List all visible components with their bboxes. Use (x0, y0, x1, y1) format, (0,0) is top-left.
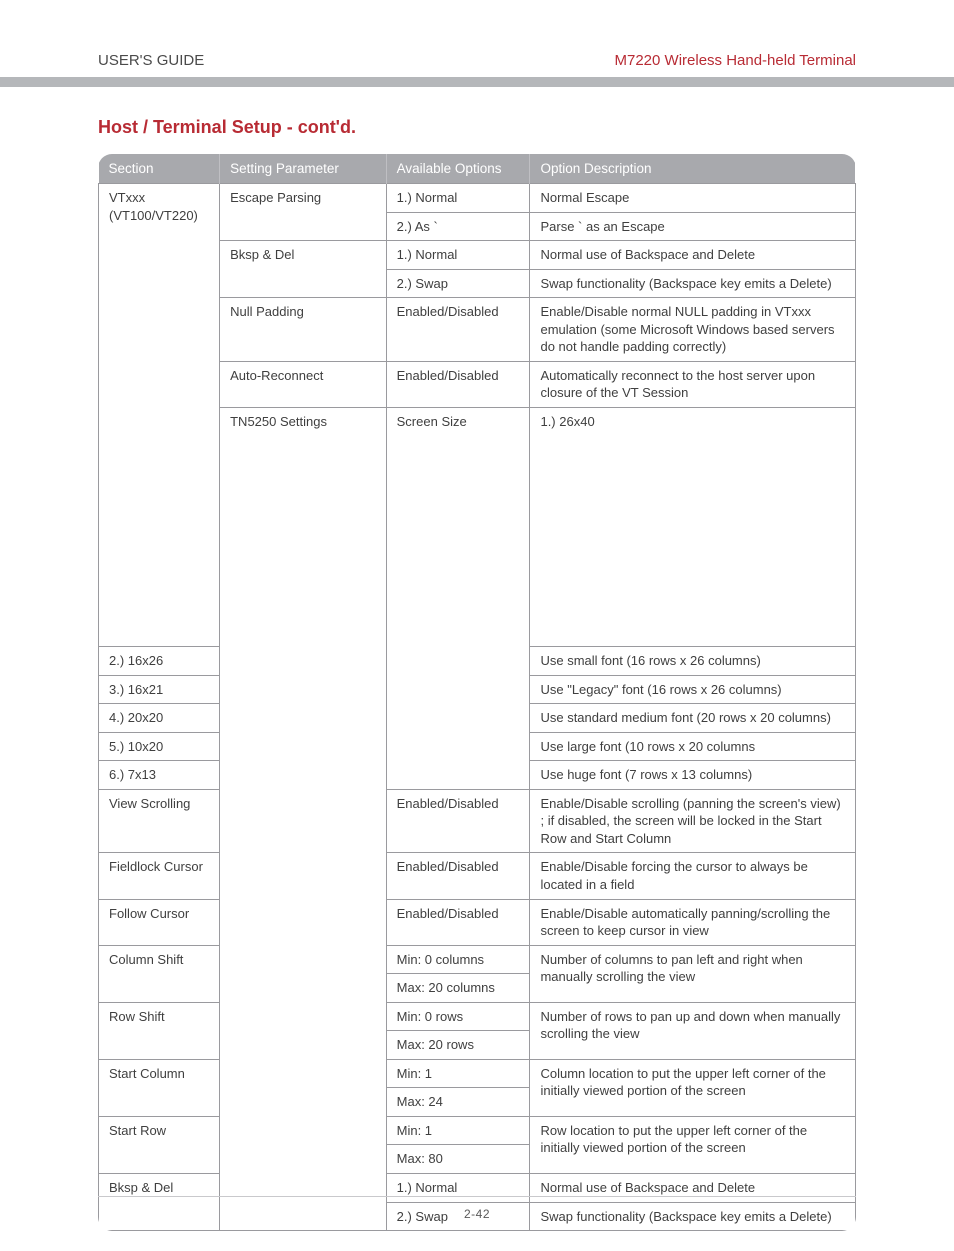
cell-parameter: Auto-Reconnect (220, 361, 387, 407)
cell-option: 1.) Normal (386, 184, 530, 213)
cell-option: 2.) Swap (386, 269, 530, 298)
page-number: 2-42 (0, 1207, 954, 1221)
cell-option: Max: 24 (386, 1088, 530, 1117)
cell-option: 3.) 16x21 (99, 675, 220, 704)
table-row: Column ShiftMin: 0 columnsNumber of colu… (99, 945, 856, 974)
header-band (0, 77, 954, 87)
cell-description: Use large font (10 rows x 20 columns (530, 732, 856, 761)
cell-parameter: Start Column (99, 1059, 220, 1116)
cell-parameter: View Scrolling (99, 789, 220, 853)
settings-table-wrap: Section Setting Parameter Available Opti… (0, 144, 954, 1251)
cell-parameter: Bksp & Del (99, 1173, 220, 1230)
cell-parameter: Null Padding (220, 298, 387, 362)
cell-option: 1.) Normal (386, 1173, 530, 1202)
table-body: VTxxx (VT100/VT220)Escape Parsing1.) Nor… (99, 184, 856, 1231)
table-row: VTxxx (VT100/VT220)Escape Parsing1.) Nor… (99, 184, 856, 213)
page: USER'S GUIDE M7220 Wireless Hand-held Te… (0, 0, 954, 1251)
cell-section: VTxxx (VT100/VT220) (99, 184, 220, 647)
header-right: M7220 Wireless Hand-held Terminal (615, 52, 857, 69)
cell-option: 2.) 16x26 (99, 647, 220, 676)
col-description: Option Description (530, 154, 856, 184)
table-row: Fieldlock Cursor Enabled/DisabledEnable/D… (99, 853, 856, 899)
cell-parameter: Screen Size (386, 407, 530, 789)
table-row: View Scrolling Enabled/DisabledEnable/Dis… (99, 789, 856, 853)
cell-parameter: Escape Parsing (220, 184, 387, 241)
cell-description: Normal Escape (530, 184, 856, 213)
cell-option: 1.) Normal (386, 241, 530, 270)
cell-description: Enable/Disable automatically panning/scr… (530, 899, 856, 945)
cell-description: Row location to put the upper left corne… (530, 1116, 856, 1173)
col-section: Section (99, 154, 220, 184)
cell-option: Min: 0 rows (386, 1002, 530, 1031)
cell-parameter: Start Row (99, 1116, 220, 1173)
footer-rule (98, 1196, 856, 1197)
col-options: Available Options (386, 154, 530, 184)
settings-table: Section Setting Parameter Available Opti… (98, 154, 856, 1231)
cell-option: Enabled/Disabled (386, 361, 530, 407)
cell-description: Automatically reconnect to the host serv… (530, 361, 856, 407)
table-row: Row ShiftMin: 0 rowsNumber of rows to pa… (99, 1002, 856, 1031)
cell-description: Enable/Disable scrolling (panning the sc… (530, 789, 856, 853)
cell-description: Use huge font (7 rows x 13 columns) (530, 761, 856, 790)
cell-description: Use small font (16 rows x 26 columns) (530, 647, 856, 676)
cell-option: 6.) 7x13 (99, 761, 220, 790)
cell-option: 5.) 10x20 (99, 732, 220, 761)
table-row: Bksp & Del1.) NormalNormal use of Backsp… (99, 1173, 856, 1202)
cell-option: Min: 1 (386, 1059, 530, 1088)
section-title: Host / Terminal Setup - cont'd. (0, 87, 954, 144)
cell-option: 2.) As ` (386, 212, 530, 241)
header-left: USER'S GUIDE (98, 52, 204, 69)
cell-parameter: Follow Cursor (99, 899, 220, 945)
cell-description: Column location to put the upper left co… (530, 1059, 856, 1116)
cell-option: Enabled/Disabled (386, 298, 530, 362)
cell-description: Normal use of Backspace and Delete (530, 1173, 856, 1202)
cell-option: Min: 0 columns (386, 945, 530, 974)
cell-option: Max: 80 (386, 1145, 530, 1174)
cell-description: Swap functionality (Backspace key emits … (530, 269, 856, 298)
cell-description: Number of rows to pan up and down when m… (530, 1002, 856, 1059)
cell-section: TN5250 Settings (220, 407, 387, 1230)
table-row: Follow Cursor Enabled/DisabledEnable/Disa… (99, 899, 856, 945)
cell-description: Use standard medium font (20 rows x 20 c… (530, 704, 856, 733)
cell-parameter: Row Shift (99, 1002, 220, 1059)
cell-option: Max: 20 rows (386, 1031, 530, 1060)
col-parameter: Setting Parameter (220, 154, 387, 184)
cell-option: Enabled/Disabled (386, 853, 530, 899)
cell-parameter: Bksp & Del (220, 241, 387, 298)
table-header-row: Section Setting Parameter Available Opti… (99, 154, 856, 184)
cell-option: 1.) 26x40 (530, 407, 856, 646)
cell-description: Enable/Disable normal NULL padding in VT… (530, 298, 856, 362)
cell-description: Enable/Disable forcing the cursor to alw… (530, 853, 856, 899)
table-row: Start RowMin: 1Row location to put the u… (99, 1116, 856, 1145)
cell-option: Enabled/Disabled (386, 899, 530, 945)
cell-parameter: Fieldlock Cursor (99, 853, 220, 899)
cell-parameter: Column Shift (99, 945, 220, 1002)
page-header: USER'S GUIDE M7220 Wireless Hand-held Te… (0, 0, 954, 77)
cell-option: Enabled/Disabled (386, 789, 530, 853)
cell-option: Max: 20 columns (386, 974, 530, 1003)
cell-option: 4.) 20x20 (99, 704, 220, 733)
cell-description: Normal use of Backspace and Delete (530, 241, 856, 270)
cell-description: Parse ` as an Escape (530, 212, 856, 241)
cell-description: Use "Legacy" font (16 rows x 26 columns) (530, 675, 856, 704)
cell-description: Number of columns to pan left and right … (530, 945, 856, 1002)
cell-option: Min: 1 (386, 1116, 530, 1145)
table-row: Start ColumnMin: 1Column location to put… (99, 1059, 856, 1088)
